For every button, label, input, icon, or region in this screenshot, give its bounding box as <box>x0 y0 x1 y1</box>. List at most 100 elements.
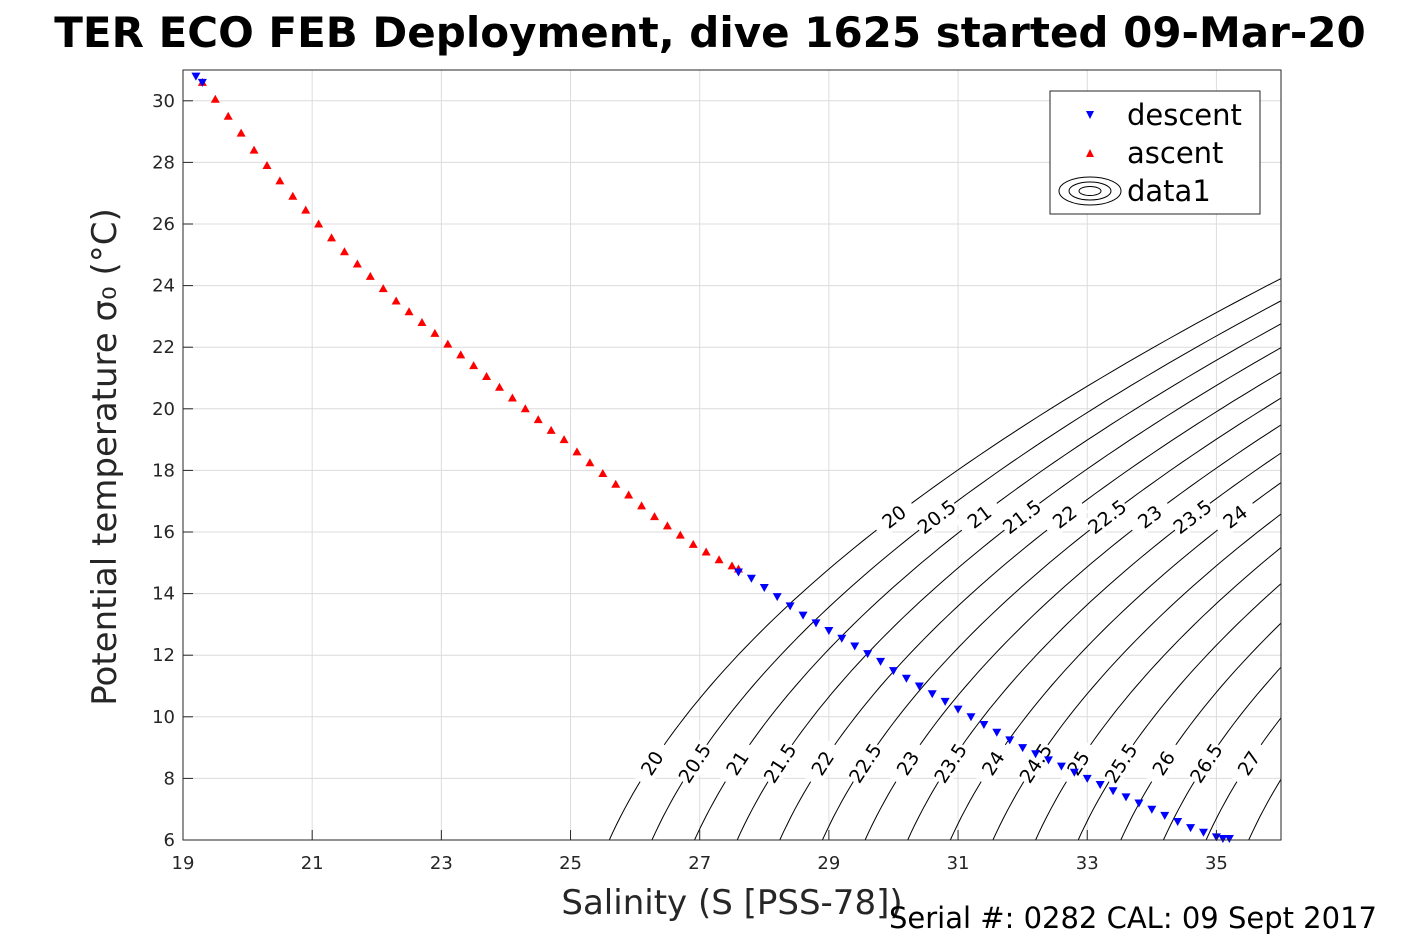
ascent-point <box>675 530 685 539</box>
contour-label-bg <box>955 494 1004 539</box>
ascent-point <box>339 247 349 256</box>
ascent-point <box>378 284 388 293</box>
ascent-point <box>546 425 556 434</box>
ascent-point <box>662 521 672 530</box>
descent-point <box>746 574 756 583</box>
ascent-point <box>249 145 259 154</box>
x-tick-label: 31 <box>947 853 970 874</box>
contour-label-bg <box>715 738 759 788</box>
descent-point <box>1198 828 1208 837</box>
contour-line <box>949 482 1281 840</box>
ascent-point <box>352 259 362 268</box>
ascent-point <box>714 555 724 564</box>
y-tick-label: 14 <box>152 584 175 605</box>
descent-point <box>1056 762 1066 771</box>
ascent-point <box>598 468 608 477</box>
ascent-point <box>236 128 246 137</box>
x-tick-label: 25 <box>559 853 582 874</box>
descent-point <box>197 78 207 87</box>
y-tick-label: 26 <box>152 214 175 235</box>
descent-point <box>888 667 898 676</box>
legend-box <box>1049 90 1261 215</box>
contour-line <box>821 397 1281 840</box>
ascent-point <box>533 415 543 424</box>
y-tick-label: 18 <box>152 460 175 481</box>
contour-label-bg <box>1227 738 1270 788</box>
x-axis-label: Salinity (S [PSS-78]) <box>561 883 902 923</box>
legend-descent-label: descent <box>1127 98 1242 132</box>
contour-label-bg <box>1082 494 1132 539</box>
ascent-point <box>585 458 595 467</box>
contour-label-bg <box>630 738 674 788</box>
ascent-point <box>365 271 375 280</box>
x-tick-label: 29 <box>817 853 840 874</box>
descent-point <box>1082 774 1092 783</box>
ascent-point <box>688 539 698 548</box>
x-tick-label: 23 <box>430 853 453 874</box>
contour-line <box>1162 666 1281 840</box>
contour-line <box>1120 622 1281 840</box>
descent-point <box>798 611 808 620</box>
ascent-point <box>727 561 737 570</box>
ascent-point <box>456 350 466 359</box>
descent-point <box>992 728 1002 737</box>
descent-point <box>1186 824 1196 833</box>
ascent-point <box>701 547 711 556</box>
y-axis-label: Potential temperature σ₀ (°C) <box>85 208 125 706</box>
contour-label-bg <box>1142 738 1185 788</box>
contour-label-bg <box>1125 494 1174 539</box>
ascent-point <box>288 191 298 200</box>
contour-label-bg <box>843 738 887 788</box>
y-tick-label: 24 <box>152 276 175 297</box>
ascent-point <box>301 205 311 214</box>
y-tick-label: 6 <box>164 830 175 851</box>
ascent-point <box>223 111 233 120</box>
x-tick-label: 33 <box>1076 853 1099 874</box>
ascent-point <box>443 339 453 348</box>
contour-label-bg <box>1014 738 1057 788</box>
contour-label-bg <box>929 738 972 788</box>
descent-point <box>733 568 743 577</box>
contour-label-bg <box>869 494 919 539</box>
contour-label-bg <box>1184 738 1228 788</box>
contour-label-bg <box>997 494 1046 539</box>
legend: descent ascent data1 <box>1049 90 1261 215</box>
ascent-point <box>482 371 492 380</box>
descent-point <box>914 682 924 691</box>
descent-point <box>876 657 886 666</box>
legend-data1-label: data1 <box>1127 174 1211 208</box>
ascent-point <box>391 296 401 305</box>
ascent-point <box>559 435 569 444</box>
descent-point <box>1173 818 1183 827</box>
descent-point <box>1218 834 1228 843</box>
descent-point <box>1147 805 1157 814</box>
descent-point <box>1095 781 1105 790</box>
x-tick-label: 21 <box>301 853 324 874</box>
ascent-point <box>262 160 272 169</box>
descent-point <box>966 713 976 722</box>
descent-point <box>1069 768 1079 777</box>
contour-line <box>864 424 1281 840</box>
contour-label-bg <box>1210 494 1260 539</box>
density-contours <box>608 70 1417 840</box>
descent-point <box>863 650 873 659</box>
descent-point <box>1043 756 1053 765</box>
ascent-point <box>275 176 285 185</box>
descent-point <box>1018 744 1028 753</box>
legend-ascent-marker <box>1086 149 1094 157</box>
y-tick-label: 12 <box>152 645 175 666</box>
ascent-point <box>649 512 659 521</box>
y-tick-label: 16 <box>152 522 175 543</box>
contour-label-bg <box>1040 494 1089 539</box>
legend-ascent-label: ascent <box>1127 136 1223 170</box>
contour-label-bg <box>971 738 1015 788</box>
contour-line <box>1291 70 1417 840</box>
ascent-point <box>611 479 621 488</box>
ascent-point <box>494 382 504 391</box>
plot-frame <box>182 69 1282 841</box>
legend-descent-marker <box>1086 111 1094 119</box>
contour-line <box>992 513 1281 840</box>
x-tick-label: 19 <box>172 853 195 874</box>
descent-point <box>1108 787 1118 796</box>
x-axis-ticks: 19 21 23 25 27 29 31 33 35 <box>172 830 1228 874</box>
